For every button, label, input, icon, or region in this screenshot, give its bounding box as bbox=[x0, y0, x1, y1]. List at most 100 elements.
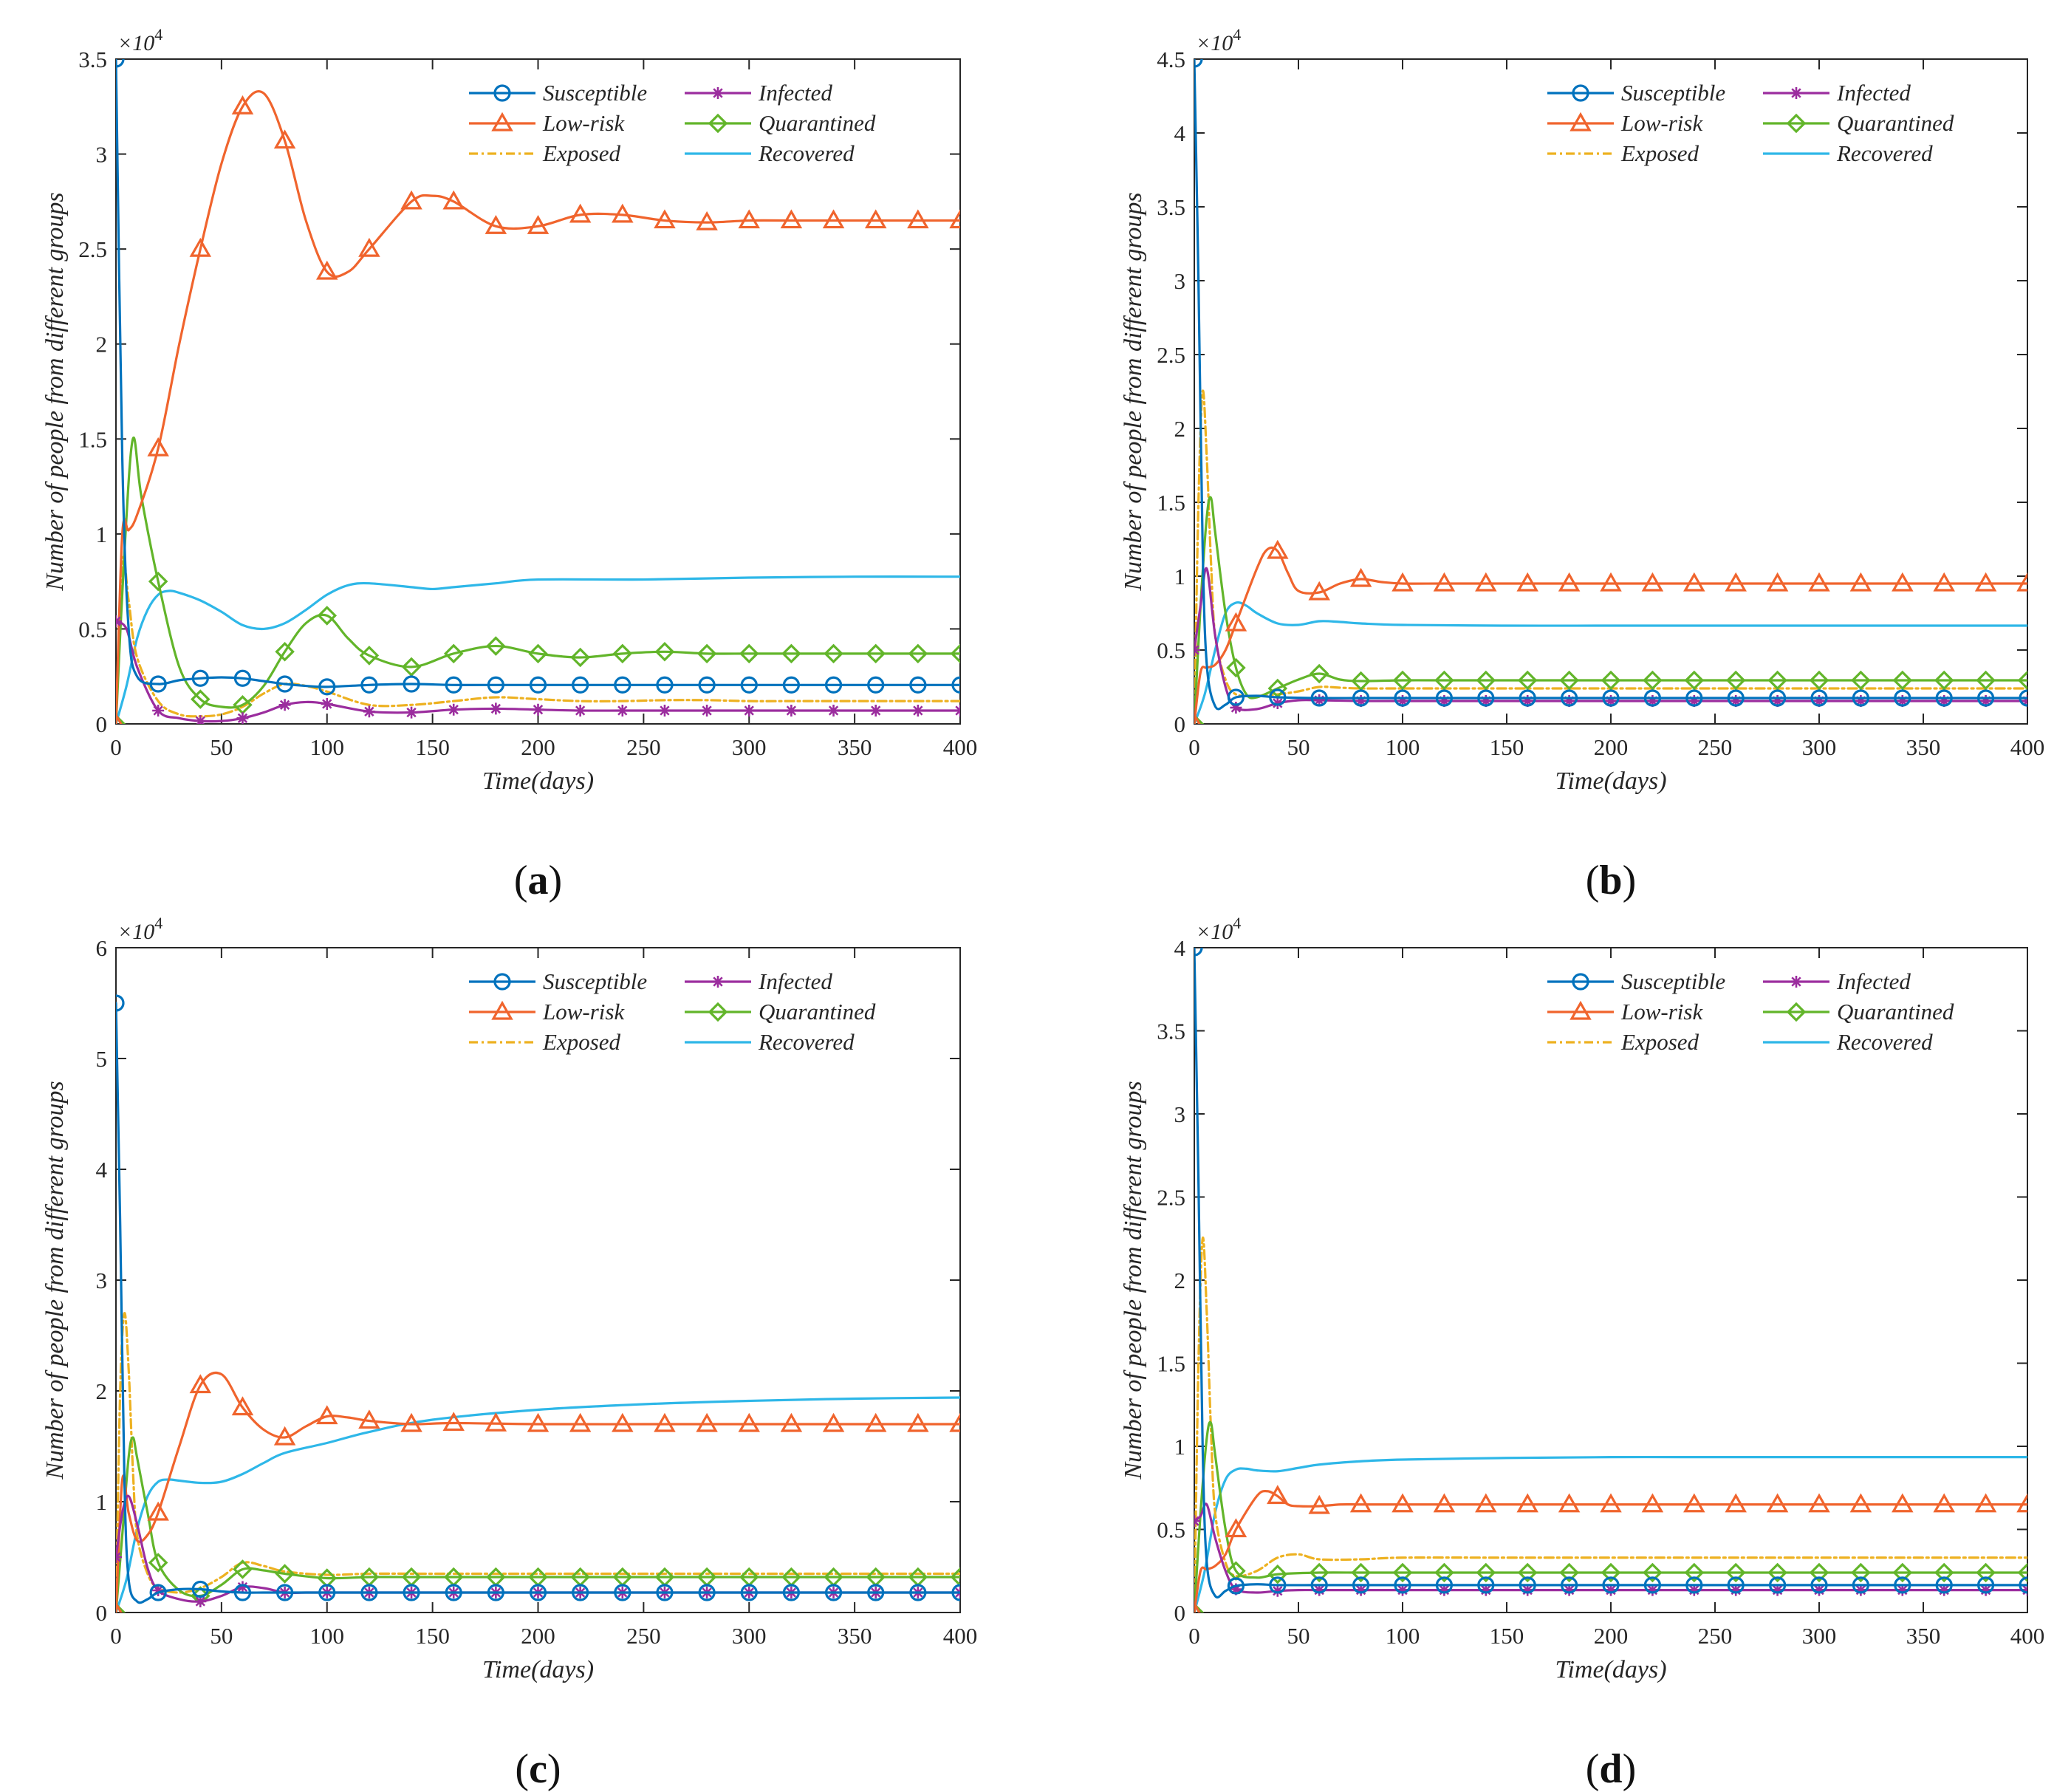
marker-susceptible bbox=[318, 678, 336, 696]
marker-quarantined bbox=[612, 643, 633, 664]
marker-low-risk bbox=[485, 215, 507, 234]
x-tick-label: 350 bbox=[838, 1623, 872, 1649]
marker-quarantined bbox=[401, 657, 422, 677]
marker-low-risk bbox=[1725, 572, 1747, 592]
marker-quarantined bbox=[1851, 1562, 1871, 1583]
marker-susceptible bbox=[403, 1584, 420, 1601]
y-tick-label: 3 bbox=[96, 1268, 108, 1293]
y-tick-label: 4 bbox=[96, 1157, 108, 1183]
legend-marker-susceptible bbox=[493, 973, 511, 991]
legend-label-recovered: Recovered bbox=[1836, 140, 1933, 166]
x-tick-label: 250 bbox=[626, 1623, 661, 1649]
marker-infected bbox=[278, 699, 291, 711]
marker-quarantined bbox=[1601, 1562, 1621, 1583]
marker-susceptible bbox=[951, 676, 960, 694]
marker-low-risk bbox=[527, 1412, 550, 1432]
marker-susceptible bbox=[1269, 1576, 1287, 1594]
marker-infected bbox=[1313, 1584, 1326, 1596]
x-tick-label: 350 bbox=[838, 734, 872, 760]
marker-quarantined bbox=[950, 643, 960, 664]
marker-quarantined bbox=[1559, 670, 1579, 691]
marker-susceptible bbox=[1352, 689, 1370, 707]
marker-susceptible bbox=[233, 669, 252, 687]
legend-label-susceptible: Susceptible bbox=[543, 968, 647, 994]
marker-low-risk bbox=[1808, 1493, 1830, 1513]
y-axis-label: Number of people from different groups bbox=[1120, 1081, 1147, 1480]
marker-low-risk bbox=[2016, 1493, 2027, 1513]
marker-infected bbox=[363, 705, 375, 718]
marker-quarantined bbox=[116, 714, 126, 724]
axes-box bbox=[1194, 58, 2028, 725]
marker-quarantined bbox=[1725, 1562, 1746, 1583]
marker-low-risk bbox=[1194, 1601, 1201, 1613]
marker-quarantined bbox=[1392, 670, 1413, 691]
marker-susceptible bbox=[1977, 1576, 1995, 1594]
y-tick-label: 0.5 bbox=[1157, 1517, 1185, 1543]
marker-low-risk bbox=[569, 203, 592, 223]
marker-infected bbox=[1355, 695, 1367, 707]
marker-quarantined bbox=[528, 643, 548, 664]
x-axis-label: Time(days) bbox=[1555, 1656, 1666, 1683]
marker-low-risk bbox=[1391, 572, 1414, 592]
marker-low-risk bbox=[696, 211, 718, 230]
y-axis-label: Number of people from different groups bbox=[41, 1081, 69, 1480]
series-line-susceptible bbox=[116, 1002, 960, 1604]
marker-susceptible bbox=[1352, 1576, 1370, 1594]
marker-susceptible bbox=[1602, 1576, 1620, 1594]
marker-infected bbox=[1730, 1584, 1742, 1596]
marker-infected bbox=[574, 705, 586, 717]
plot-area bbox=[1194, 948, 2027, 1613]
panel-caption: (c) bbox=[515, 1746, 561, 1792]
marker-susceptible bbox=[1435, 1576, 1454, 1594]
y-tick-label: 0 bbox=[96, 711, 108, 737]
y-multiplier-exponent: 4 bbox=[1233, 25, 1241, 44]
marker-low-risk bbox=[1849, 572, 1872, 592]
series-line-exposed bbox=[116, 1312, 960, 1613]
axes-box bbox=[115, 947, 961, 1613]
y-tick-label: 2 bbox=[1174, 416, 1186, 442]
marker-susceptible bbox=[2019, 689, 2027, 707]
plot-area bbox=[1194, 59, 2027, 724]
legend-marker-infected bbox=[1790, 976, 1802, 988]
marker-infected bbox=[869, 705, 882, 717]
legend-label-susceptible: Susceptible bbox=[543, 80, 647, 106]
marker-quarantined bbox=[275, 642, 295, 662]
legend-marker-quarantined bbox=[1786, 1002, 1807, 1022]
y-tick-label: 0.5 bbox=[78, 616, 107, 642]
marker-low-risk bbox=[1349, 1493, 1372, 1513]
marker-susceptible bbox=[1727, 689, 1745, 707]
marker-quarantined bbox=[696, 643, 717, 664]
legend-label-recovered: Recovered bbox=[758, 140, 855, 166]
marker-susceptible bbox=[1227, 688, 1245, 706]
marker-low-risk bbox=[907, 209, 929, 229]
marker-low-risk bbox=[780, 209, 803, 229]
marker-infected bbox=[194, 715, 207, 724]
marker-quarantined bbox=[1934, 1562, 1954, 1583]
marker-low-risk bbox=[527, 215, 550, 234]
legend-label-exposed: Exposed bbox=[1620, 140, 1699, 166]
marker-low-risk bbox=[1267, 539, 1289, 559]
marker-low-risk bbox=[1391, 1493, 1414, 1513]
marker-infected bbox=[194, 1596, 207, 1607]
panel-letter: d bbox=[1599, 1746, 1622, 1792]
marker-quarantined bbox=[1351, 671, 1371, 691]
marker-susceptible bbox=[656, 676, 674, 694]
x-tick-label: 50 bbox=[210, 734, 233, 760]
marker-infected bbox=[1646, 1584, 1659, 1596]
y-tick-label: 1 bbox=[1174, 564, 1186, 589]
x-tick-label: 300 bbox=[732, 734, 767, 760]
marker-low-risk bbox=[1933, 572, 1955, 592]
marker-low-risk bbox=[907, 1412, 929, 1432]
marker-low-risk bbox=[1475, 1493, 1497, 1513]
marker-quarantined bbox=[1267, 1564, 1288, 1584]
marker-quarantined bbox=[1684, 1562, 1705, 1583]
marker-low-risk bbox=[1892, 572, 1914, 592]
marker-susceptible bbox=[951, 1584, 960, 1601]
marker-quarantined bbox=[1226, 657, 1246, 678]
x-axis-label: Time(days) bbox=[482, 1656, 594, 1683]
marker-infected bbox=[490, 702, 502, 715]
marker-infected bbox=[1938, 695, 1951, 707]
marker-quarantined bbox=[1392, 1562, 1413, 1583]
marker-low-risk bbox=[1433, 1493, 1456, 1513]
